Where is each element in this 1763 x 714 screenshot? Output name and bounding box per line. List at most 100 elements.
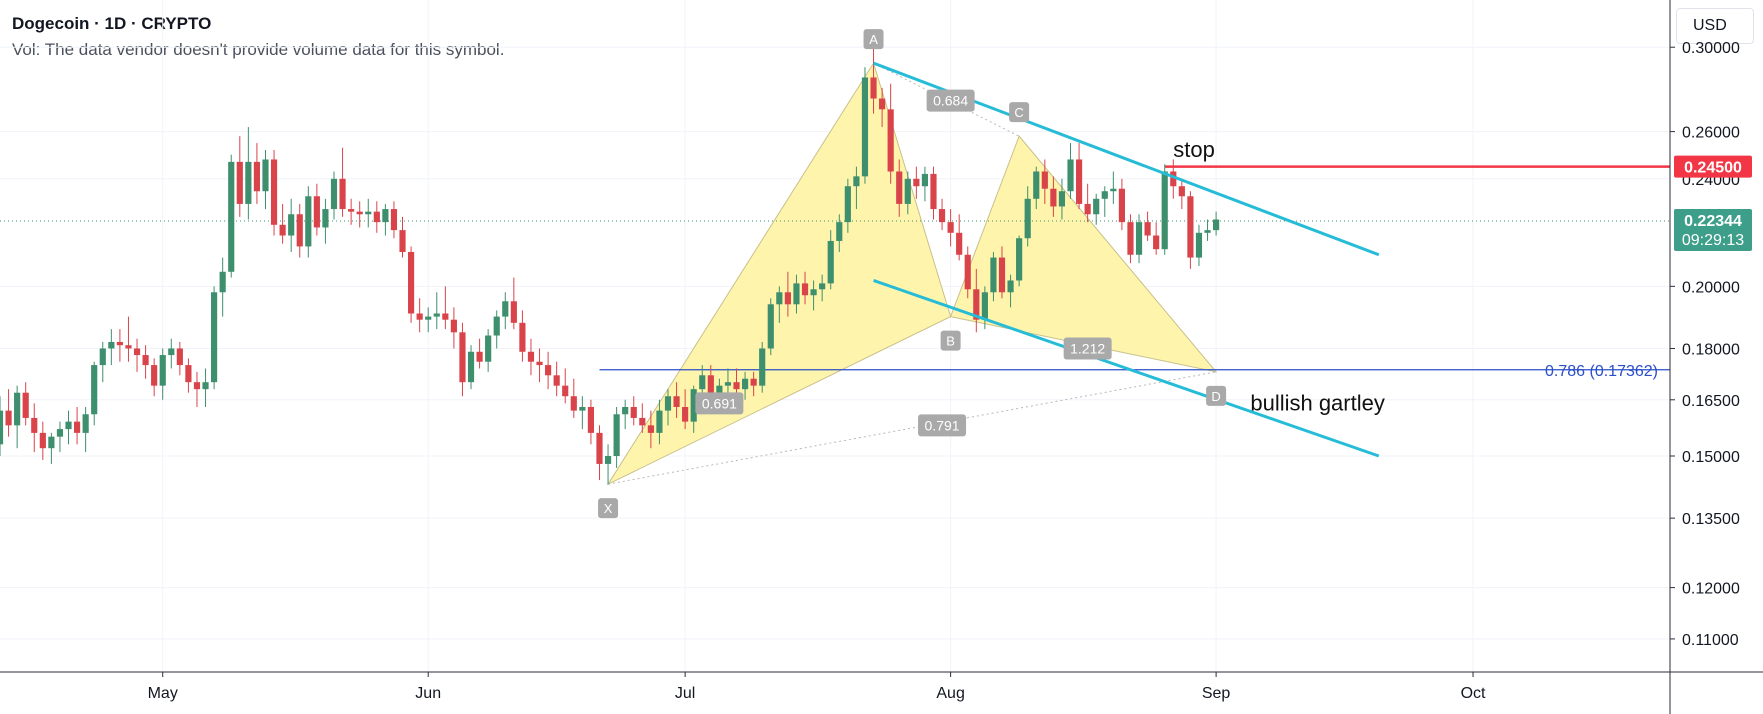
candle-body[interactable]: [827, 240, 834, 284]
candle-body[interactable]: [39, 432, 46, 449]
candle-body[interactable]: [116, 341, 123, 346]
candle-body[interactable]: [1024, 198, 1031, 239]
candle-body[interactable]: [211, 292, 218, 383]
candle-body[interactable]: [416, 313, 423, 320]
candle-body[interactable]: [245, 161, 252, 204]
candle-body[interactable]: [1118, 188, 1125, 223]
candle-body[interactable]: [348, 209, 355, 212]
candle-body[interactable]: [741, 378, 749, 390]
candle-body[interactable]: [613, 414, 620, 457]
candle-body[interactable]: [716, 385, 723, 397]
candle-body[interactable]: [151, 365, 158, 386]
candle-body[interactable]: [442, 313, 449, 320]
candle-body[interactable]: [1144, 222, 1151, 236]
candle-body[interactable]: [1041, 171, 1048, 189]
candle-body[interactable]: [65, 421, 72, 430]
candle-body[interactable]: [1135, 222, 1143, 255]
candle-body[interactable]: [91, 365, 98, 415]
candle-body[interactable]: [956, 232, 963, 255]
candle-body[interactable]: [253, 161, 261, 192]
candle-body[interactable]: [1033, 171, 1040, 199]
candle-body[interactable]: [459, 332, 466, 383]
candle-body[interactable]: [853, 176, 860, 187]
candle-body[interactable]: [596, 432, 603, 464]
candle-body[interactable]: [1153, 235, 1160, 250]
candle-body[interactable]: [399, 230, 406, 252]
candle-body[interactable]: [622, 406, 629, 415]
candle-body[interactable]: [373, 211, 380, 223]
candle-body[interactable]: [219, 271, 226, 293]
candle-body[interactable]: [707, 375, 714, 397]
candle-body[interactable]: [690, 389, 697, 422]
candle-body[interactable]: [836, 222, 843, 241]
candle-body[interactable]: [382, 209, 389, 223]
candle-body[interactable]: [510, 301, 517, 323]
candle-body[interactable]: [861, 77, 869, 177]
candle-body[interactable]: [647, 425, 654, 433]
candle-body[interactable]: [733, 382, 740, 390]
candle-body[interactable]: [682, 406, 689, 422]
candle-body[interactable]: [570, 396, 577, 411]
candle-body[interactable]: [493, 316, 500, 336]
candle-body[interactable]: [1195, 232, 1203, 258]
candle-body[interactable]: [108, 341, 115, 349]
candle-body[interactable]: [1084, 203, 1091, 215]
candle-body[interactable]: [973, 289, 980, 320]
candle-body[interactable]: [450, 319, 457, 333]
candle-body[interactable]: [270, 159, 278, 225]
currency-button[interactable]: USD: [1676, 8, 1754, 44]
candle-body[interactable]: [330, 178, 338, 210]
candle-body[interactable]: [313, 196, 320, 228]
candle-body[interactable]: [142, 355, 149, 366]
candle-body[interactable]: [1101, 191, 1108, 199]
candle-body[interactable]: [536, 361, 543, 366]
candle-body[interactable]: [1170, 171, 1177, 187]
candle-body[interactable]: [99, 348, 106, 366]
candle-body[interactable]: [305, 196, 312, 247]
candle-body[interactable]: [1093, 198, 1100, 215]
candle-body[interactable]: [870, 77, 877, 99]
candle-body[interactable]: [921, 173, 929, 187]
candle-body[interactable]: [339, 178, 346, 210]
candle-body[interactable]: [947, 222, 954, 233]
candle-body[interactable]: [1110, 188, 1117, 192]
candle-body[interactable]: [1016, 238, 1023, 281]
candle-body[interactable]: [0, 410, 4, 445]
candle-body[interactable]: [990, 257, 997, 293]
candle-body[interactable]: [964, 254, 971, 290]
candle-body[interactable]: [784, 292, 791, 305]
candle-body[interactable]: [1058, 191, 1066, 207]
candle-body[interactable]: [1067, 159, 1074, 192]
candle-body[interactable]: [365, 211, 372, 215]
candle-body[interactable]: [801, 283, 809, 296]
candle-body[interactable]: [887, 109, 894, 172]
candle-body[interactable]: [1204, 230, 1211, 233]
candle-body[interactable]: [288, 214, 295, 236]
candle-body[interactable]: [519, 322, 526, 352]
candle-body[interactable]: [553, 375, 560, 386]
candle-body[interactable]: [168, 348, 175, 356]
candle-body[interactable]: [262, 159, 269, 192]
candle-body[interactable]: [673, 396, 680, 407]
candle-body[interactable]: [1213, 219, 1220, 231]
candle-body[interactable]: [699, 375, 706, 390]
candle-body[interactable]: [896, 171, 903, 204]
candle-body[interactable]: [22, 392, 29, 418]
candle-body[interactable]: [630, 406, 637, 418]
candle-body[interactable]: [502, 301, 509, 317]
candle-body[interactable]: [5, 410, 12, 426]
candle-body[interactable]: [485, 335, 492, 362]
candle-body[interactable]: [356, 211, 363, 215]
candle-body[interactable]: [279, 224, 286, 236]
candle-body[interactable]: [724, 382, 732, 386]
candle-body[interactable]: [904, 178, 911, 204]
candle-body[interactable]: [639, 417, 646, 426]
candle-body[interactable]: [879, 98, 886, 110]
candle-body[interactable]: [1075, 159, 1083, 204]
candle-body[interactable]: [159, 355, 166, 386]
candle-body[interactable]: [322, 209, 329, 228]
candle-body[interactable]: [545, 365, 552, 376]
candle-body[interactable]: [125, 345, 132, 349]
candle-body[interactable]: [1187, 196, 1194, 258]
